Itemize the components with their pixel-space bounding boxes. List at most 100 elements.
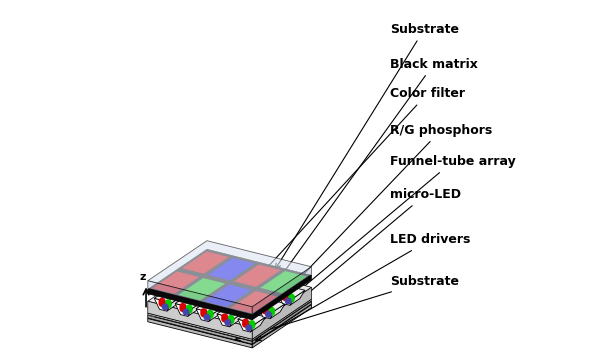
- Circle shape: [249, 323, 255, 329]
- Circle shape: [222, 314, 228, 320]
- Text: Funnel-tube array: Funnel-tube array: [255, 155, 515, 327]
- Text: Black matrix: Black matrix: [255, 58, 477, 313]
- Circle shape: [262, 306, 268, 311]
- Circle shape: [245, 306, 250, 312]
- Polygon shape: [147, 313, 252, 341]
- Polygon shape: [194, 265, 222, 276]
- Circle shape: [228, 318, 234, 323]
- Polygon shape: [278, 286, 305, 297]
- Circle shape: [202, 277, 207, 283]
- Polygon shape: [256, 287, 274, 300]
- Circle shape: [200, 290, 205, 296]
- Circle shape: [207, 310, 213, 316]
- Circle shape: [246, 325, 252, 331]
- Polygon shape: [147, 273, 311, 339]
- Polygon shape: [208, 288, 223, 303]
- Polygon shape: [290, 290, 305, 305]
- Circle shape: [268, 291, 273, 297]
- Circle shape: [200, 292, 205, 298]
- Polygon shape: [216, 296, 234, 308]
- Circle shape: [204, 314, 209, 320]
- Circle shape: [227, 297, 232, 303]
- Polygon shape: [178, 278, 225, 300]
- Circle shape: [224, 301, 229, 307]
- Polygon shape: [252, 267, 311, 314]
- Polygon shape: [182, 251, 229, 274]
- Polygon shape: [154, 298, 172, 311]
- Circle shape: [285, 298, 291, 304]
- Circle shape: [159, 298, 165, 304]
- Circle shape: [249, 321, 255, 326]
- Polygon shape: [252, 305, 311, 348]
- Circle shape: [199, 274, 204, 279]
- Circle shape: [226, 278, 231, 284]
- Circle shape: [221, 296, 226, 301]
- Circle shape: [288, 294, 294, 300]
- Circle shape: [205, 276, 211, 281]
- Polygon shape: [196, 309, 214, 322]
- Text: z: z: [140, 272, 146, 282]
- Circle shape: [268, 310, 275, 315]
- Polygon shape: [227, 274, 242, 290]
- Circle shape: [166, 300, 171, 305]
- Circle shape: [248, 302, 253, 308]
- Polygon shape: [195, 284, 223, 294]
- Circle shape: [241, 303, 247, 309]
- Circle shape: [221, 298, 226, 303]
- Circle shape: [166, 302, 171, 308]
- Circle shape: [185, 289, 191, 294]
- Circle shape: [243, 322, 249, 327]
- Polygon shape: [188, 301, 203, 316]
- Circle shape: [227, 299, 232, 305]
- Polygon shape: [229, 312, 244, 327]
- Circle shape: [203, 296, 208, 302]
- Polygon shape: [174, 278, 202, 289]
- Polygon shape: [174, 285, 192, 298]
- Circle shape: [180, 304, 185, 309]
- Polygon shape: [238, 312, 265, 324]
- Polygon shape: [208, 258, 255, 280]
- Polygon shape: [248, 280, 263, 295]
- Circle shape: [241, 301, 247, 306]
- Polygon shape: [216, 289, 243, 300]
- Circle shape: [182, 291, 188, 296]
- Polygon shape: [238, 319, 256, 332]
- Polygon shape: [252, 287, 311, 339]
- Polygon shape: [205, 285, 251, 307]
- Polygon shape: [206, 269, 222, 284]
- Circle shape: [185, 286, 191, 292]
- Polygon shape: [187, 283, 202, 298]
- Circle shape: [206, 294, 212, 300]
- Polygon shape: [196, 302, 224, 313]
- Circle shape: [226, 281, 231, 286]
- Circle shape: [268, 307, 275, 313]
- Polygon shape: [147, 289, 252, 320]
- Polygon shape: [278, 292, 295, 305]
- Polygon shape: [147, 278, 311, 345]
- Polygon shape: [147, 318, 252, 348]
- Circle shape: [268, 289, 273, 294]
- Polygon shape: [237, 300, 255, 313]
- Polygon shape: [228, 293, 243, 308]
- Circle shape: [261, 290, 267, 295]
- Polygon shape: [175, 297, 203, 308]
- Polygon shape: [154, 292, 182, 303]
- Polygon shape: [269, 285, 284, 300]
- Circle shape: [244, 288, 249, 293]
- Circle shape: [282, 293, 288, 298]
- Circle shape: [261, 287, 267, 293]
- Text: x: x: [170, 309, 177, 319]
- Text: micro-LED: micro-LED: [255, 188, 461, 338]
- Circle shape: [179, 287, 185, 293]
- Polygon shape: [217, 314, 235, 327]
- Polygon shape: [237, 294, 264, 305]
- Circle shape: [228, 316, 234, 321]
- Circle shape: [247, 286, 252, 292]
- Circle shape: [206, 292, 212, 297]
- Polygon shape: [167, 296, 182, 311]
- Text: Substrate: Substrate: [235, 275, 459, 341]
- Polygon shape: [258, 306, 275, 319]
- Circle shape: [180, 306, 185, 311]
- Polygon shape: [147, 249, 311, 316]
- Polygon shape: [252, 302, 311, 344]
